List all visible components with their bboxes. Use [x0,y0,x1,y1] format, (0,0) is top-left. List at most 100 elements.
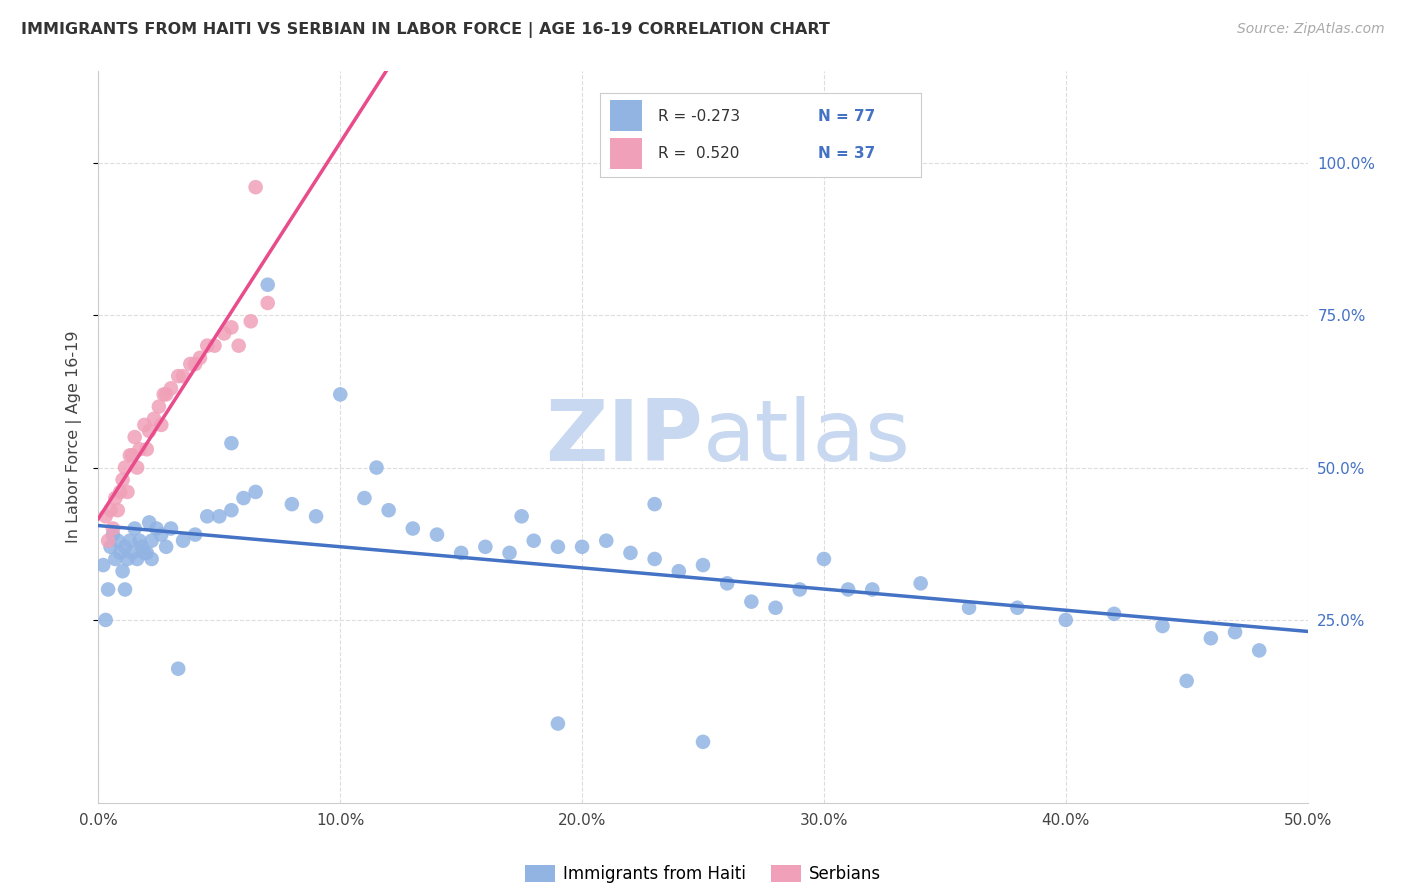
Bar [610,100,643,131]
Point [377,503,399,517]
Point [134,546,156,560]
Point [195,509,218,524]
Point [179,357,201,371]
Point [114,540,136,554]
Point [644,497,666,511]
Point [97,533,120,548]
Point [107,503,129,517]
Point [127,460,149,475]
Point [789,582,811,597]
Point [212,326,235,341]
Point [101,527,124,541]
Point [104,491,127,505]
Point [124,521,146,535]
Point [107,533,129,548]
Point [245,180,267,194]
Point [145,521,167,535]
Point [208,509,231,524]
Point [155,387,177,401]
Point [281,497,304,511]
Point [329,387,352,401]
Point [135,442,157,457]
Point [426,527,449,541]
Point [100,503,122,517]
Point [150,527,173,541]
Point [118,449,141,463]
Point [188,351,211,365]
Point [124,430,146,444]
Point [450,546,472,560]
Point [128,533,150,548]
Point [668,564,690,578]
Point [510,509,533,524]
Point [245,485,267,500]
Text: R =  0.520: R = 0.520 [658,146,740,161]
Point [148,400,170,414]
Point [402,521,425,535]
Point [94,509,117,524]
Point [571,540,593,554]
Point [740,594,762,608]
Point [910,576,932,591]
Point [195,339,218,353]
Text: N = 37: N = 37 [818,146,876,161]
Y-axis label: In Labor Force | Age 16-19: In Labor Force | Age 16-19 [66,331,83,543]
Point [160,381,183,395]
Point [716,576,738,591]
Point [1054,613,1077,627]
Point [167,369,190,384]
Legend: Immigrants from Haiti, Serbians: Immigrants from Haiti, Serbians [517,858,889,889]
Point [172,369,194,384]
Point [91,558,114,573]
Point [152,387,174,401]
Point [221,436,243,450]
Point [256,296,278,310]
Point [644,552,666,566]
Point [100,540,122,554]
Point [547,540,569,554]
Point [167,662,190,676]
Point [523,533,546,548]
Point [1249,643,1271,657]
Point [101,521,124,535]
Point [117,485,139,500]
Point [498,546,520,560]
Point [1102,607,1125,621]
Point [97,582,120,597]
Point [114,582,136,597]
Point [474,540,496,554]
Point [134,417,156,432]
Point [150,417,173,432]
Point [141,552,163,566]
Point [547,716,569,731]
Point [111,473,134,487]
Point [1199,632,1222,646]
Point [692,735,714,749]
Point [595,533,617,548]
Point [837,582,859,597]
Point [104,552,127,566]
Point [135,546,157,560]
Point [204,339,226,353]
Text: N = 77: N = 77 [818,109,876,123]
Point [860,582,883,597]
Point [108,485,131,500]
Point [141,533,163,548]
Point [114,460,136,475]
Point [155,540,177,554]
Point [127,552,149,566]
Point [239,314,262,328]
Point [221,503,243,517]
Point [1223,625,1246,640]
Point [121,449,143,463]
Text: Source: ZipAtlas.com: Source: ZipAtlas.com [1237,22,1385,37]
Point [366,460,388,475]
Point [765,600,787,615]
Point [121,546,143,560]
Point [353,491,375,505]
Text: R = -0.273: R = -0.273 [658,109,740,123]
Point [117,552,139,566]
Point [118,533,141,548]
Point [160,521,183,535]
Point [111,564,134,578]
